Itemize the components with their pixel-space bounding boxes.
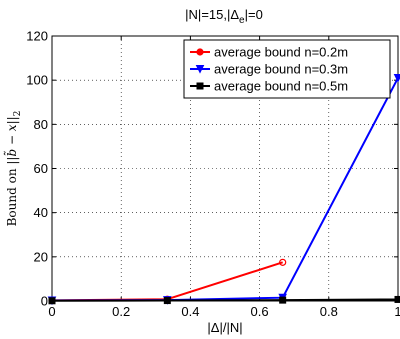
x-tick-label-3: 0.6	[251, 304, 269, 319]
y-tick-label-6: 120	[26, 29, 48, 44]
legend: average bound n=0.2m average bound n=0.3m…	[183, 39, 391, 99]
axis-ticks: 0 0.2 0.4 0.6 0.8 1 0 20 40 60 80 100 120	[26, 29, 400, 320]
series-layer	[47, 73, 400, 306]
legend-label-1: average bound n=0.3m	[214, 62, 348, 77]
chart-title-suffix: |=0	[245, 7, 263, 22]
data-point-2-2	[279, 296, 287, 304]
y-axis-label-prefix: Bound on	[5, 165, 19, 227]
legend-box	[183, 39, 391, 99]
legend-marker-0	[196, 48, 204, 56]
series-line-2	[51, 298, 399, 302]
y-tick-label-2: 40	[34, 205, 48, 220]
y-tick-label-5: 100	[26, 73, 48, 88]
legend-marker-1	[195, 65, 205, 74]
y-tick-label-4: 80	[34, 117, 48, 132]
series-1	[47, 73, 400, 306]
x-tick-label-2: 0.4	[181, 304, 199, 319]
grid-lines	[52, 36, 398, 301]
series-line-0	[51, 261, 283, 302]
data-point-2-0	[48, 297, 56, 305]
x-tick-label-4: 0.8	[320, 304, 338, 319]
y-axis-label: Bound on ||b̃ − x||2	[3, 111, 23, 227]
y-axis-label-math: ||b̃ − x||	[3, 116, 19, 164]
series-line-1	[51, 77, 399, 302]
x-axis-label: |Δ|/|N|	[207, 320, 242, 335]
data-point-2-3	[394, 295, 400, 303]
chart-title: |N|=15,|Δe|=0	[185, 7, 263, 26]
data-point-0-2	[279, 258, 287, 266]
y-tick-label-1: 20	[34, 249, 48, 264]
x-tick-label-5: 1	[394, 304, 400, 319]
legend-label-2: average bound n=0.5m	[214, 79, 348, 94]
x-tick-label-0: 0	[48, 304, 55, 319]
x-tick-label-1: 0.2	[112, 304, 130, 319]
chart-title-subscript: e	[239, 15, 245, 26]
chart-title-main: |N|=15,|Δ	[185, 7, 239, 22]
y-tick-label-3: 60	[34, 161, 48, 176]
y-tick-label-0: 0	[41, 294, 48, 309]
data-point-2-1	[163, 297, 171, 305]
legend-label-0: average bound n=0.2m	[214, 45, 348, 60]
series-2	[48, 295, 400, 305]
y-axis-label-subscript: 2	[13, 111, 23, 117]
legend-marker-2	[196, 82, 204, 90]
